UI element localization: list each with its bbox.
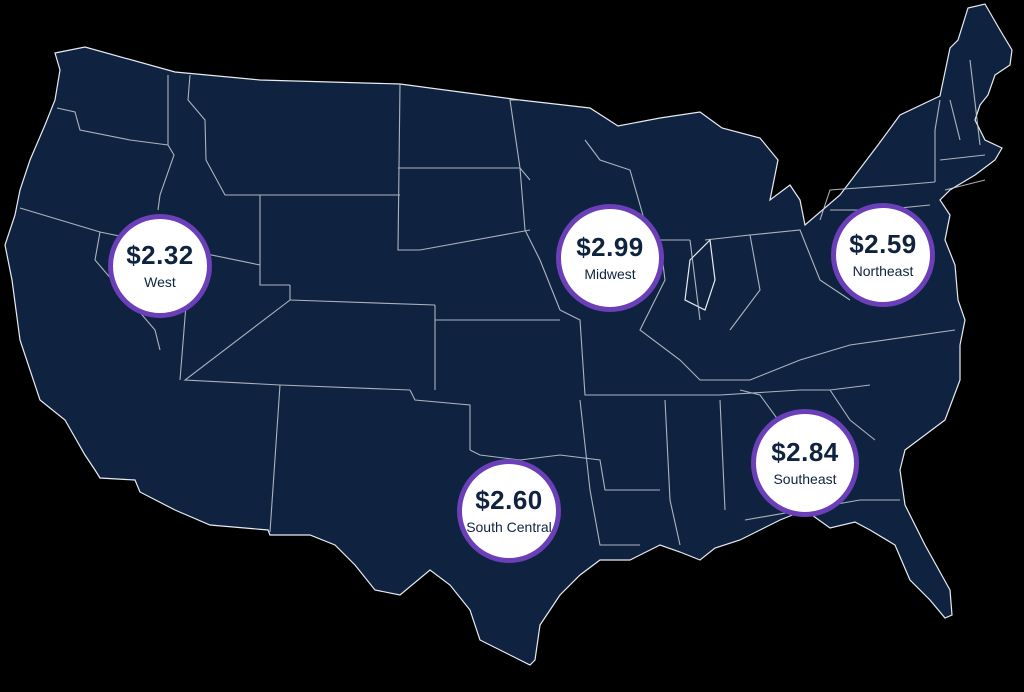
state-borders bbox=[19, 59, 986, 546]
price-value: $2.99 bbox=[576, 232, 644, 262]
price-marker-south-central[interactable]: $2.60 South Central bbox=[457, 459, 561, 563]
price-marker-west[interactable]: $2.32 West bbox=[108, 214, 212, 318]
price-value: $2.32 bbox=[126, 240, 194, 270]
price-marker-midwest[interactable]: $2.99 Midwest bbox=[556, 204, 664, 312]
us-landmass bbox=[4, 3, 1013, 666]
region-label: Northeast bbox=[852, 263, 914, 279]
price-value: $2.84 bbox=[771, 437, 839, 467]
price-marker-southeast[interactable]: $2.84 Southeast bbox=[751, 409, 859, 517]
price-value: $2.60 bbox=[475, 485, 543, 515]
region-label: Southeast bbox=[773, 471, 837, 487]
region-label: South Central bbox=[466, 519, 552, 535]
region-label: Midwest bbox=[584, 266, 636, 282]
price-marker-northeast[interactable]: $2.59 Northeast bbox=[831, 203, 935, 307]
price-value: $2.59 bbox=[849, 229, 917, 259]
region-label: West bbox=[144, 274, 176, 290]
